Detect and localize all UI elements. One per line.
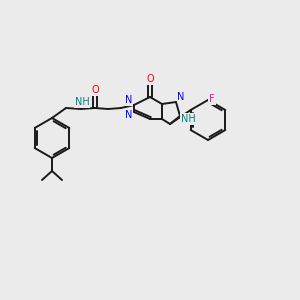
Text: N: N: [177, 92, 185, 102]
Text: NH: NH: [181, 114, 195, 124]
Text: O: O: [91, 85, 99, 95]
Text: O: O: [146, 74, 154, 84]
Text: F: F: [209, 94, 215, 104]
Text: N: N: [125, 110, 133, 120]
Text: NH: NH: [75, 97, 89, 107]
Text: N: N: [125, 95, 133, 105]
